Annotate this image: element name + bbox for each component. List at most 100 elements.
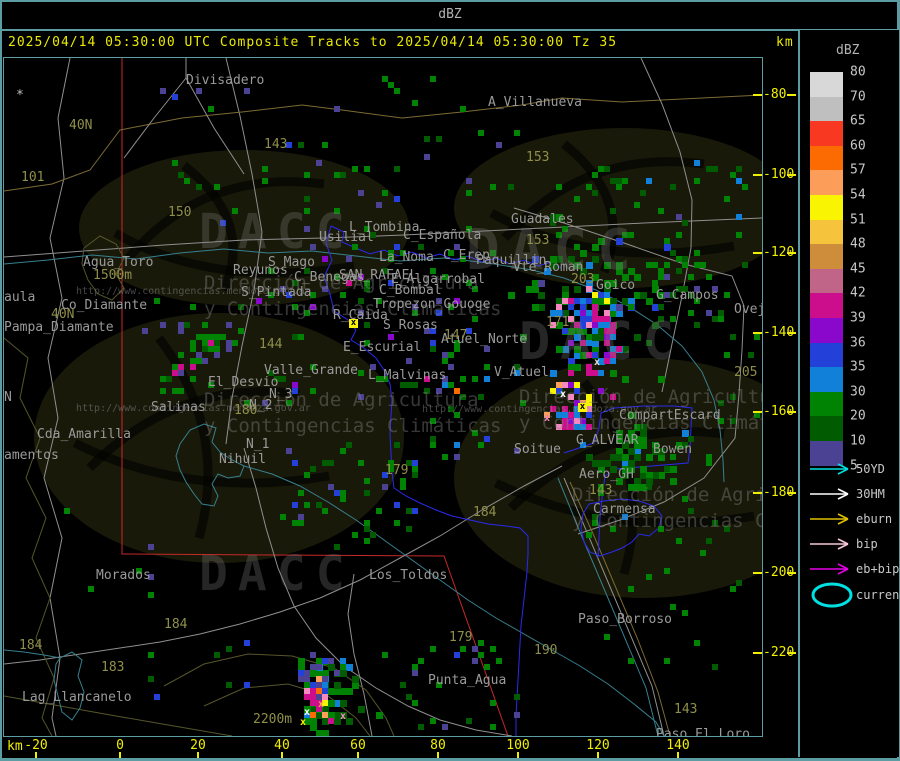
radar-echo-pixel <box>550 262 557 269</box>
radar-echo-pixel <box>628 304 634 310</box>
radar-echo-pixel <box>610 394 616 400</box>
radar-echo-pixel <box>190 340 196 346</box>
radar-echo-pixel <box>298 490 304 496</box>
radar-echo-pixel <box>472 286 478 292</box>
radar-echo-pixel <box>310 712 316 718</box>
dbz-scale-swatch <box>810 367 843 392</box>
radar-echo-pixel <box>322 718 329 725</box>
radar-echo-pixel <box>622 460 629 467</box>
radar-echo-pixel <box>280 514 286 520</box>
route-label: 184 <box>473 505 497 520</box>
radar-echo-pixel <box>556 382 562 388</box>
window-border-left <box>0 0 2 761</box>
radar-echo-pixel <box>652 286 659 293</box>
right-axis-label: -200 <box>763 565 795 580</box>
radar-echo-pixel <box>556 298 563 305</box>
radar-echo-pixel <box>616 238 623 245</box>
radar-echo-pixel <box>574 400 580 406</box>
track-cross-marker[interactable]: x <box>544 413 551 424</box>
radar-echo-pixel <box>418 244 424 250</box>
radar-echo-pixel <box>334 490 340 496</box>
radar-echo-pixel <box>592 190 598 196</box>
dbz-scale-swatch <box>810 342 843 368</box>
radar-echo-pixel <box>436 298 442 304</box>
radar-echo-pixel <box>628 298 635 305</box>
radar-echo-pixel <box>304 682 311 689</box>
road-map-line <box>123 77 187 159</box>
route-label: 184 <box>19 638 43 653</box>
radar-echo-pixel <box>604 340 610 346</box>
radar-echo-pixel <box>718 400 724 406</box>
radar-echo-pixel <box>574 298 580 304</box>
radar-echo-pixel <box>598 370 604 376</box>
radar-echo-pixel <box>226 346 232 352</box>
radar-echo-pixel <box>376 298 382 304</box>
radar-echo-pixel <box>172 364 178 370</box>
radar-echo-pixel <box>154 298 160 304</box>
radar-echo-pixel <box>604 262 611 269</box>
radar-echo-pixel <box>364 520 370 526</box>
route-label: 144 <box>259 337 283 352</box>
town-label: El_Desvio <box>208 375 279 390</box>
radar-echo-pixel <box>526 286 533 293</box>
radar-echo-pixel <box>394 244 400 250</box>
town-label: A_Villanueva <box>488 95 582 110</box>
radar-echo-pixel <box>418 724 424 730</box>
corner-asterisk: * <box>16 88 24 103</box>
radar-echo-pixel <box>298 514 304 520</box>
radar-echo-pixel <box>388 280 394 286</box>
radar-echo-pixel <box>214 334 220 340</box>
radar-echo-pixel <box>658 304 664 310</box>
right-axis-label: -80 <box>763 87 787 102</box>
radar-echo-pixel <box>310 700 316 706</box>
radar-echo-pixel <box>670 292 676 298</box>
track-cross-marker[interactable]: x <box>560 389 567 400</box>
radar-echo-pixel <box>580 310 586 316</box>
current-cell-marker[interactable]: x <box>349 318 358 328</box>
radar-echo-pixel <box>316 676 322 682</box>
radar-echo-pixel <box>310 364 316 370</box>
radar-echo-pixel <box>304 196 310 202</box>
radar-echo-pixel <box>676 442 683 449</box>
route-label: 40N <box>69 118 93 133</box>
dbz-scale-value: 10 <box>850 433 866 449</box>
radar-echo-pixel <box>310 304 316 310</box>
radar-echo-pixel <box>574 418 580 424</box>
radar-map-canvas[interactable]: DACC DACC DACC DACC Dirección de Agricultura… <box>3 57 763 737</box>
radar-echo-pixel <box>634 292 641 299</box>
radar-echo-pixel <box>616 430 623 437</box>
radar-echo-pixel <box>340 172 346 178</box>
route-label: 184 <box>164 617 188 632</box>
radar-echo-pixel <box>304 208 310 214</box>
radar-echo-pixel <box>706 460 712 466</box>
town-label: G_Campos <box>656 288 719 303</box>
town-label: C_Española <box>403 228 482 243</box>
track-cross-marker[interactable]: x <box>304 707 311 718</box>
radar-echo-pixel <box>460 256 466 262</box>
track-cross-marker[interactable]: x <box>340 711 347 722</box>
watermark-leaf-swirl <box>155 335 213 540</box>
town-label: Reyunos <box>233 263 288 278</box>
radar-echo-pixel <box>328 712 335 719</box>
track-legend-label: 50YD <box>856 462 885 476</box>
radar-echo-pixel <box>694 262 700 268</box>
radar-echo-pixel <box>580 352 587 359</box>
route-label: 171 <box>546 315 570 330</box>
radar-echo-pixel <box>574 286 581 293</box>
track-cross-marker[interactable]: x <box>300 717 307 728</box>
radar-echo-pixel <box>340 292 346 298</box>
radar-echo-pixel <box>424 388 430 394</box>
radar-echo-pixel <box>172 94 178 100</box>
radar-echo-pixel <box>574 406 580 412</box>
radar-echo-pixel <box>592 274 599 281</box>
current-cell-marker[interactable]: x <box>578 402 587 412</box>
radar-echo-pixel <box>298 670 304 676</box>
radar-echo-pixel <box>142 328 148 334</box>
road-map-line <box>640 58 693 393</box>
town-label: L_Malvinas <box>368 368 447 383</box>
radar-echo-pixel <box>472 658 478 664</box>
radar-echo-pixel <box>328 460 334 466</box>
track-cross-marker[interactable]: x <box>318 699 325 710</box>
radar-echo-pixel <box>496 142 502 148</box>
track-cross-marker[interactable]: x <box>594 357 601 368</box>
